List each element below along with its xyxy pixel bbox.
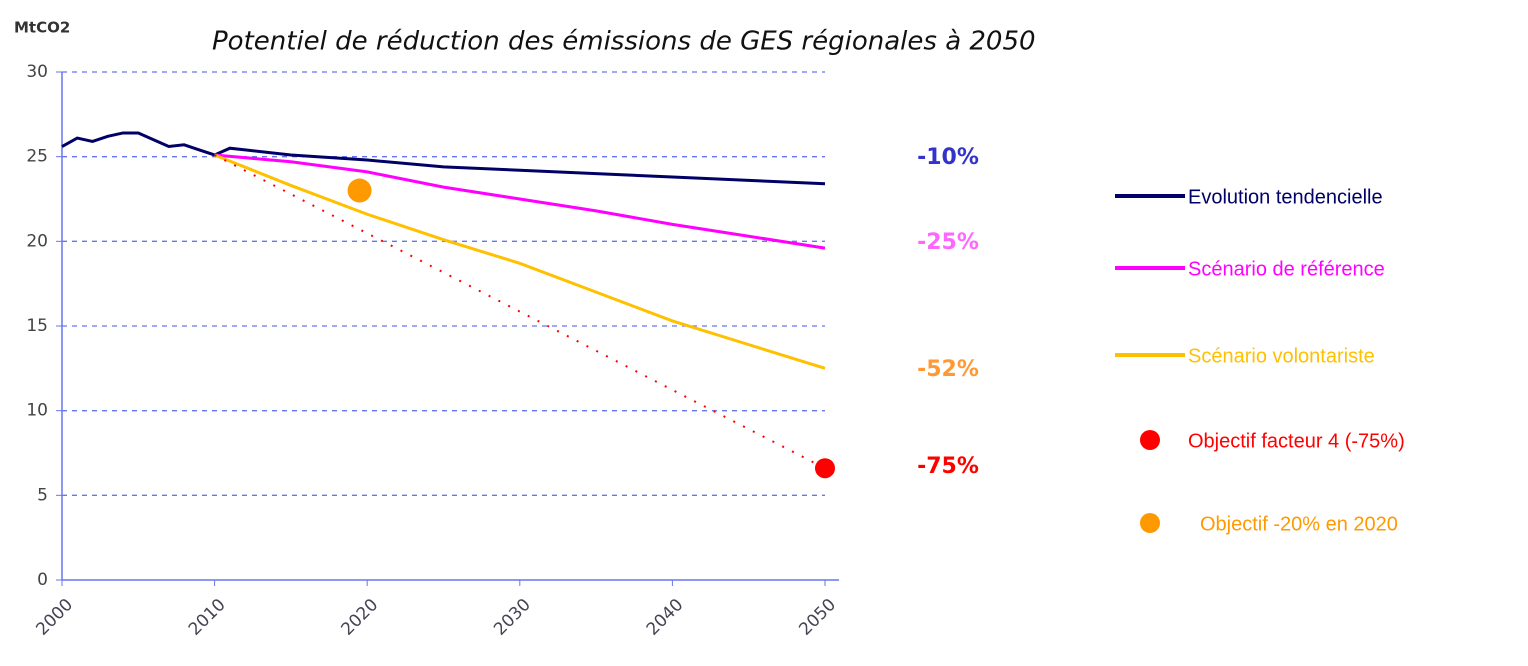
series-line — [61, 131, 826, 186]
annotation: -52% — [917, 357, 979, 382]
x-tick-label: 2050 — [795, 595, 840, 640]
series-line — [214, 153, 826, 370]
legend-swatch — [1140, 430, 1160, 450]
annotation: -75% — [917, 454, 979, 479]
x-tick-label: 2030 — [490, 595, 535, 640]
y-tick-label: 0 — [37, 570, 48, 590]
y-tick-label: 15 — [26, 316, 48, 336]
series-line — [214, 153, 826, 250]
legend-label: Evolution tendencielle — [1188, 186, 1383, 208]
legend-label: Scénario volontariste — [1188, 345, 1375, 367]
legend-label: Scénario de référence — [1188, 258, 1385, 280]
chart-title: Potentiel de réduction des émissions de … — [212, 27, 1036, 57]
y-tick-label: 5 — [37, 485, 48, 505]
y-tick-label: 30 — [26, 62, 48, 82]
x-tick-label: 2020 — [338, 595, 383, 640]
y-axis-label: MtCO2 — [14, 19, 70, 37]
point — [815, 458, 835, 479]
x-tick-label: 2010 — [185, 595, 230, 640]
legend-label: Objectif -20% en 2020 — [1200, 513, 1398, 535]
legend-swatch — [1140, 513, 1160, 533]
legend-label: Objectif facteur 4 (-75%) — [1188, 430, 1405, 452]
y-tick-label: 20 — [26, 231, 48, 251]
annotation: -25% — [917, 230, 979, 255]
x-tick-label: 2000 — [32, 595, 77, 640]
series-line — [214, 154, 826, 470]
point — [347, 178, 372, 203]
y-tick-label: 25 — [26, 147, 48, 167]
y-tick-label: 10 — [26, 401, 48, 421]
x-tick-label: 2040 — [643, 595, 688, 640]
annotation: -10% — [917, 145, 979, 170]
